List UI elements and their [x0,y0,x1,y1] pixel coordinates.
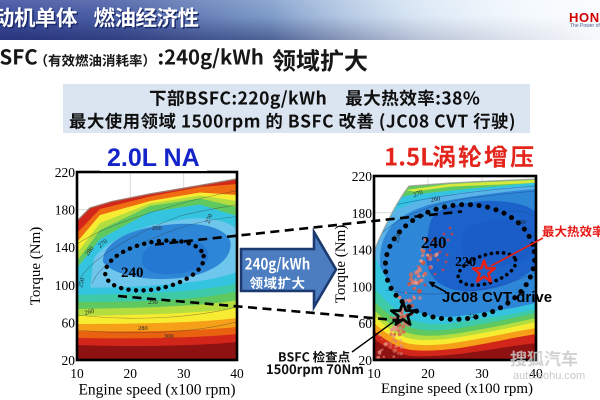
svg-text:60: 60 [62,315,76,330]
svg-text:40: 40 [230,366,244,381]
svg-text:280: 280 [138,325,148,332]
svg-text:60: 60 [359,316,373,331]
svg-text:250: 250 [393,232,402,243]
svg-text:140: 140 [55,240,76,255]
svg-text:100: 100 [55,278,76,293]
svg-text:220: 220 [352,169,373,184]
svg-text:20: 20 [359,353,373,368]
svg-text:280: 280 [84,245,96,257]
svg-text:10: 10 [70,366,84,381]
svg-text:Engine speed (x100 rpm): Engine speed (x100 rpm) [78,382,235,399]
svg-text:230: 230 [516,219,526,226]
svg-text:220: 220 [468,313,478,320]
svg-text:40: 40 [529,366,543,381]
svg-text:20: 20 [124,366,138,381]
svg-text:20: 20 [62,353,76,368]
svg-text:300: 300 [164,333,174,340]
svg-text:220: 220 [55,165,76,180]
svg-text:270: 270 [204,213,214,225]
svg-text:30: 30 [475,366,489,381]
svg-text:30: 30 [177,366,191,381]
svg-text:180: 180 [352,206,373,221]
svg-text:140: 140 [352,243,373,258]
svg-text:260: 260 [430,195,441,204]
svg-text:180: 180 [55,203,76,218]
svg-text:Torque (Nm): Torque (Nm) [28,227,44,306]
svg-text:270: 270 [412,189,424,199]
svg-text:100: 100 [352,279,373,294]
svg-text:240: 240 [121,265,144,281]
svg-text:Engine speed (x100 rpm): Engine speed (x100 rpm) [381,381,533,397]
svg-text:260: 260 [152,225,162,232]
svg-text:260: 260 [84,308,95,317]
svg-text:250: 250 [148,299,158,306]
svg-text:20: 20 [421,366,435,381]
svg-text:10: 10 [367,366,381,381]
svg-text:240: 240 [421,233,447,252]
svg-text:250: 250 [77,277,86,288]
svg-text:270: 270 [97,238,109,250]
svg-text:Torque (Nm): Torque (Nm) [333,225,349,304]
svg-text:220: 220 [455,255,476,270]
